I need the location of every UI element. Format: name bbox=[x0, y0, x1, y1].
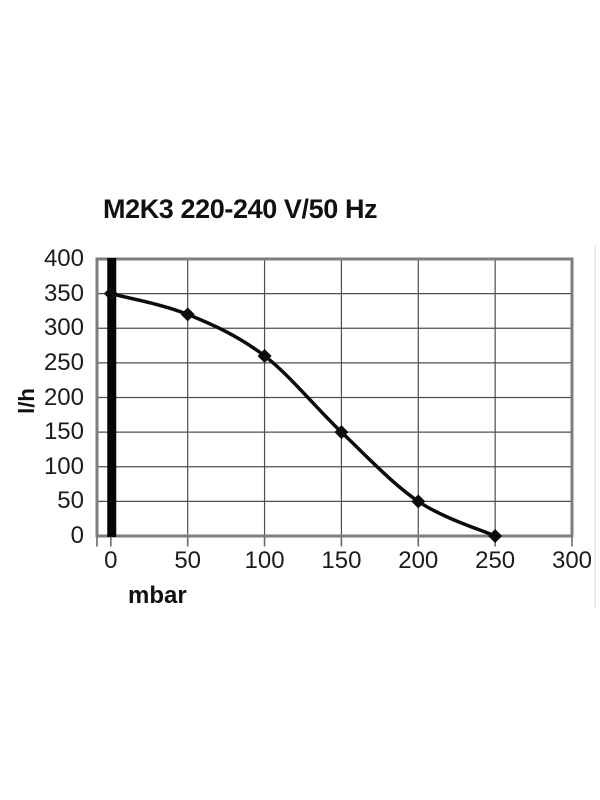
x-axis-title: mbar bbox=[128, 582, 187, 609]
plot-border bbox=[95, 257, 574, 538]
x-tick-label-0: 0 bbox=[104, 547, 118, 574]
x-tick-label-50: 50 bbox=[174, 547, 202, 574]
data-point-marker bbox=[411, 494, 426, 509]
y-tick-label-250: 250 bbox=[43, 348, 84, 376]
x-tick-label-250: 250 bbox=[475, 547, 516, 574]
x-tick-label-300: 300 bbox=[551, 547, 593, 574]
y-tick-label-0: 0 bbox=[70, 522, 84, 549]
data-point-marker bbox=[103, 286, 118, 301]
data-point-marker bbox=[180, 307, 195, 322]
y-tick-label-50: 50 bbox=[57, 487, 84, 515]
data-point-marker bbox=[334, 425, 349, 440]
y-tick-label-200: 200 bbox=[43, 383, 84, 411]
curve-path bbox=[109, 291, 497, 538]
y-tick-label-300: 300 bbox=[43, 314, 84, 342]
data-point-marker bbox=[257, 348, 272, 363]
x-tick-label-150: 150 bbox=[321, 547, 362, 574]
chart-title: M2K3 220-240 V/50 Hz bbox=[103, 194, 378, 224]
y-tick-label-100: 100 bbox=[43, 452, 84, 480]
pump-performance-chart bbox=[95, 257, 574, 547]
data-point-marker bbox=[488, 529, 503, 543]
x-tick-label-100: 100 bbox=[244, 547, 285, 574]
y-tick-label-400: 400 bbox=[43, 245, 84, 272]
x-tick-label-200: 200 bbox=[398, 547, 439, 574]
y-tick-label-150: 150 bbox=[43, 418, 84, 446]
y-tick-label-350: 350 bbox=[43, 279, 84, 307]
image-edge-line bbox=[594, 246, 596, 608]
